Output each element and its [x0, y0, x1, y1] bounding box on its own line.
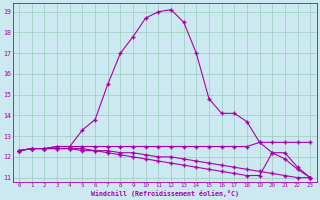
X-axis label: Windchill (Refroidissement éolien,°C): Windchill (Refroidissement éolien,°C): [91, 190, 239, 197]
